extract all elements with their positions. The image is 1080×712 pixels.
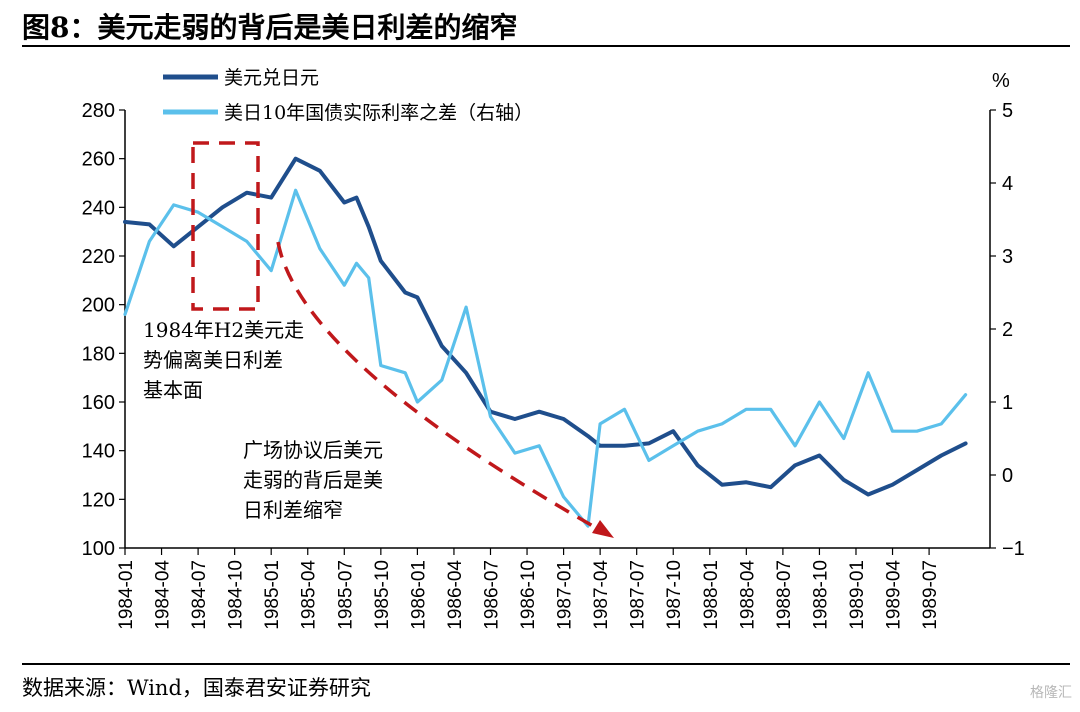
x-tick-label: 1989-04 bbox=[884, 560, 905, 630]
right-tick-label: 3 bbox=[1002, 246, 1013, 268]
x-tick-label: 1989-01 bbox=[847, 560, 868, 630]
x-tick-label: 1986-10 bbox=[518, 560, 539, 630]
legend-label-2: 美日10年国债实际利率之差（右轴） bbox=[224, 102, 533, 124]
x-tick-label: 1984-10 bbox=[226, 560, 247, 630]
watermark-text: 格隆汇 bbox=[1030, 685, 1072, 701]
annotation-1-text: 1984年H2美元走 bbox=[143, 318, 304, 342]
x-tick-label: 1986-01 bbox=[408, 560, 429, 630]
left-tick-label: 220 bbox=[82, 246, 115, 268]
x-tick-label: 1988-01 bbox=[701, 560, 722, 630]
right-tick-label: −1 bbox=[1002, 538, 1025, 560]
left-tick-label: 160 bbox=[82, 392, 115, 414]
annotation-1-text: 基本面 bbox=[143, 378, 203, 402]
left-tick-label: 280 bbox=[82, 100, 115, 122]
x-tick-label: 1987-01 bbox=[555, 560, 576, 630]
left-tick-label: 200 bbox=[82, 295, 115, 317]
x-tick-label: 1985-01 bbox=[262, 560, 283, 630]
left-tick-label: 180 bbox=[82, 343, 115, 365]
right-tick-label: 2 bbox=[1002, 319, 1013, 341]
annotation-arrow bbox=[276, 241, 601, 532]
footer-rule bbox=[22, 663, 1070, 665]
x-tick-label: 1987-07 bbox=[628, 560, 649, 630]
left-tick-label: 120 bbox=[82, 489, 115, 511]
x-tick-label: 1988-10 bbox=[810, 560, 831, 630]
line-chart: 100 120 140 160 180 200 220 240 260 280 −1 0 1 2 3 4 5% 1… bbox=[82, 67, 1025, 630]
x-tick-label: 1985-07 bbox=[335, 560, 356, 630]
series-line-2 bbox=[123, 188, 968, 528]
annotation-1-text: 势偏离美日利差 bbox=[143, 348, 283, 372]
annotation-2-text: 广场协议后美元 bbox=[243, 438, 383, 462]
annotation-2-text: 走弱的背后是美 bbox=[243, 468, 383, 492]
chart-title: 图8：美元走弱的背后是美日利差的缩窄 bbox=[22, 11, 518, 44]
right-tick-label: 0 bbox=[1002, 465, 1013, 487]
x-tick-label: 1988-07 bbox=[774, 560, 795, 630]
x-tick-label: 1986-07 bbox=[481, 560, 502, 630]
right-axis-unit: % bbox=[992, 70, 1010, 92]
annotation-2-text: 日利差缩窄 bbox=[243, 498, 343, 522]
x-tick-label: 1988-04 bbox=[737, 560, 758, 630]
x-tick-label: 1984-04 bbox=[153, 560, 174, 630]
legend-label-1: 美元兑日元 bbox=[224, 67, 319, 89]
right-tick-label: 1 bbox=[1002, 392, 1013, 414]
x-tick-label: 1986-04 bbox=[445, 560, 466, 630]
left-tick-label: 260 bbox=[82, 149, 115, 171]
x-tick-label: 1987-04 bbox=[591, 560, 612, 630]
x-tick-label: 1984-01 bbox=[116, 560, 137, 630]
annotation-box bbox=[191, 141, 260, 311]
left-tick-label: 240 bbox=[82, 197, 115, 219]
x-tick-label: 1985-10 bbox=[372, 560, 393, 630]
right-tick-label: 5 bbox=[1002, 100, 1013, 122]
title-rule bbox=[22, 45, 1070, 47]
x-tick-label: 1985-04 bbox=[299, 560, 320, 630]
left-tick-label: 100 bbox=[82, 538, 115, 560]
annotation-arrowhead bbox=[592, 520, 614, 538]
x-tick-label: 1987-10 bbox=[664, 560, 685, 630]
series-line-1 bbox=[123, 156, 968, 497]
right-tick-label: 4 bbox=[1002, 173, 1013, 195]
source-note: 数据来源：Wind，国泰君安证券研究 bbox=[22, 676, 371, 700]
watermark: 格隆汇 bbox=[1030, 682, 1072, 702]
left-tick-label: 140 bbox=[82, 441, 115, 463]
x-tick-label: 1984-07 bbox=[189, 560, 210, 630]
x-tick-label: 1989-07 bbox=[920, 560, 941, 630]
